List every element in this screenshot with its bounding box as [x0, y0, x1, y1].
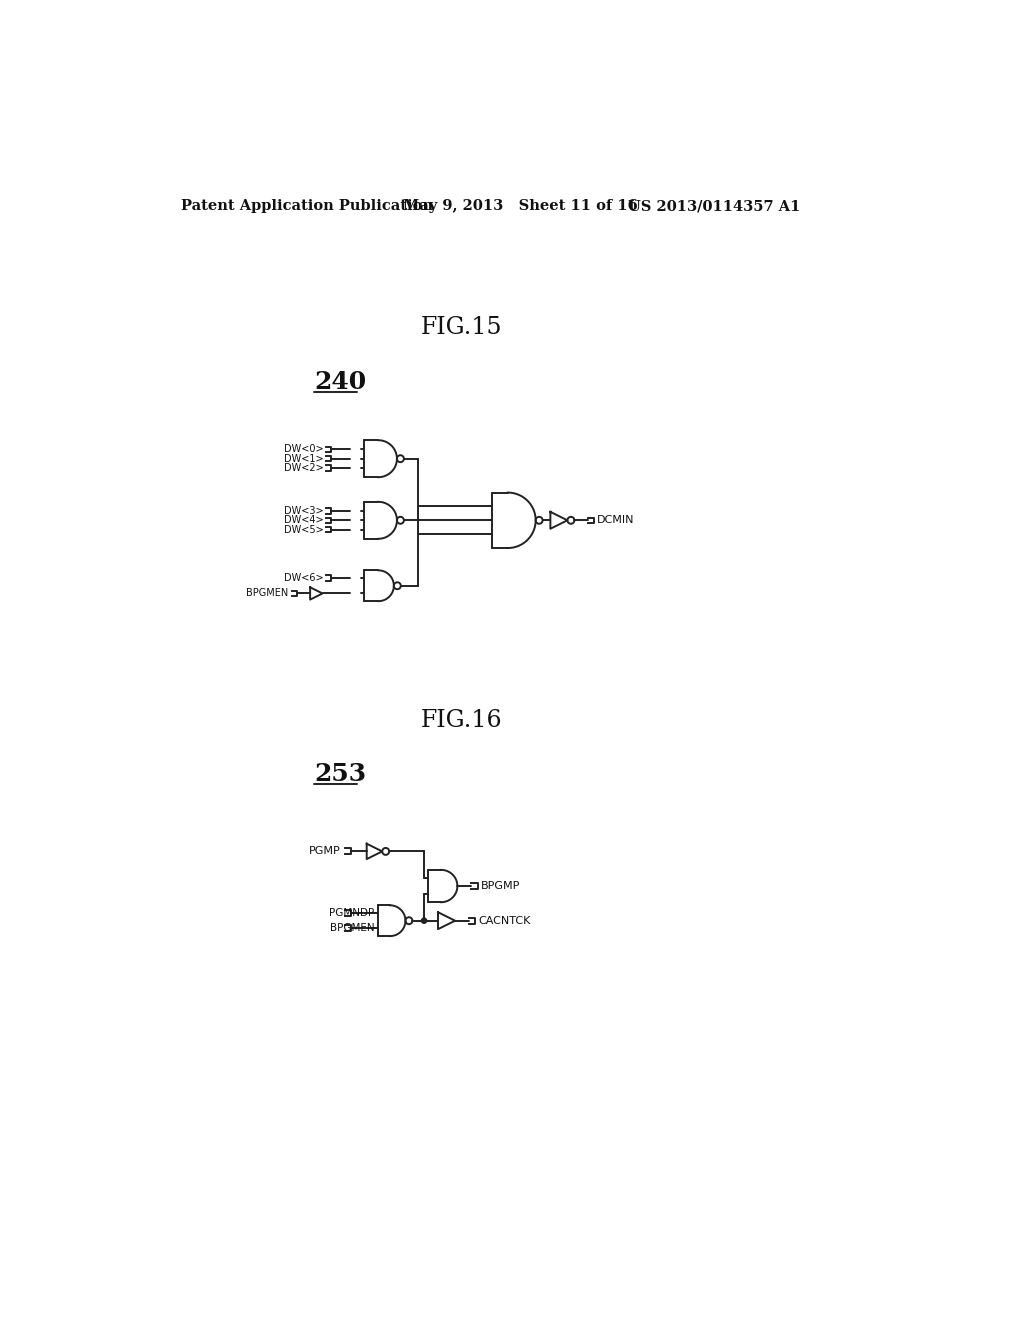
- Text: May 9, 2013   Sheet 11 of 16: May 9, 2013 Sheet 11 of 16: [403, 199, 638, 213]
- Text: DW<4>: DW<4>: [285, 515, 324, 525]
- Text: PGMP: PGMP: [309, 846, 341, 857]
- Text: BPGMP: BPGMP: [480, 880, 520, 891]
- Text: DW<6>: DW<6>: [285, 573, 324, 583]
- Text: Patent Application Publication: Patent Application Publication: [180, 199, 433, 213]
- Text: DW<3>: DW<3>: [285, 506, 324, 516]
- Text: US 2013/0114357 A1: US 2013/0114357 A1: [628, 199, 800, 213]
- Text: DW<0>: DW<0>: [285, 445, 324, 454]
- Text: BPGMEN: BPGMEN: [330, 924, 375, 933]
- Text: FIG.15: FIG.15: [421, 317, 502, 339]
- Text: DW<1>: DW<1>: [285, 454, 324, 463]
- Text: DCMIN: DCMIN: [597, 515, 635, 525]
- Text: 240: 240: [314, 370, 367, 393]
- Circle shape: [422, 919, 426, 923]
- Text: 253: 253: [314, 763, 367, 787]
- Text: FIG.16: FIG.16: [421, 709, 502, 733]
- Text: DW<5>: DW<5>: [285, 524, 324, 535]
- Text: PGMNDP: PGMNDP: [329, 908, 375, 917]
- Text: DW<2>: DW<2>: [285, 463, 324, 473]
- Text: CACNTCK: CACNTCK: [478, 916, 530, 925]
- Text: BPGMEN: BPGMEN: [246, 589, 289, 598]
